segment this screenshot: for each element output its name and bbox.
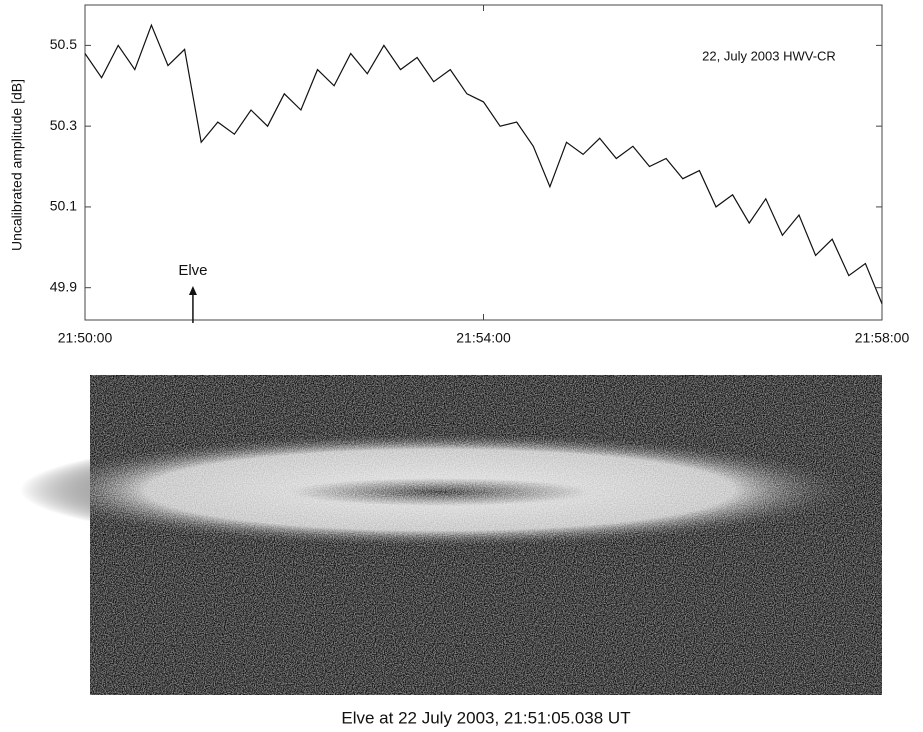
data-line xyxy=(84,23,883,305)
elve-photo xyxy=(20,375,882,695)
y-tick-label: 50.3 xyxy=(50,117,77,133)
elve-arrow-head xyxy=(188,286,197,295)
annotation: 22, July 2003 HWV-CR xyxy=(702,48,836,63)
annotation: Elve xyxy=(178,262,207,279)
x-tick-label: 21:50:00 xyxy=(58,330,113,346)
y-tick-label: 50.5 xyxy=(50,36,77,52)
caption: Elve at 22 July 2003, 21:51:05.038 UT xyxy=(341,708,630,727)
y-tick-label: 49.9 xyxy=(50,278,77,294)
x-tick-label: 21:54:00 xyxy=(456,330,511,346)
y-axis-label: Uncalibrated amplitude [dB] xyxy=(9,79,25,251)
y-tick-label: 50.1 xyxy=(50,198,77,214)
x-tick-label: 21:58:00 xyxy=(855,330,910,346)
